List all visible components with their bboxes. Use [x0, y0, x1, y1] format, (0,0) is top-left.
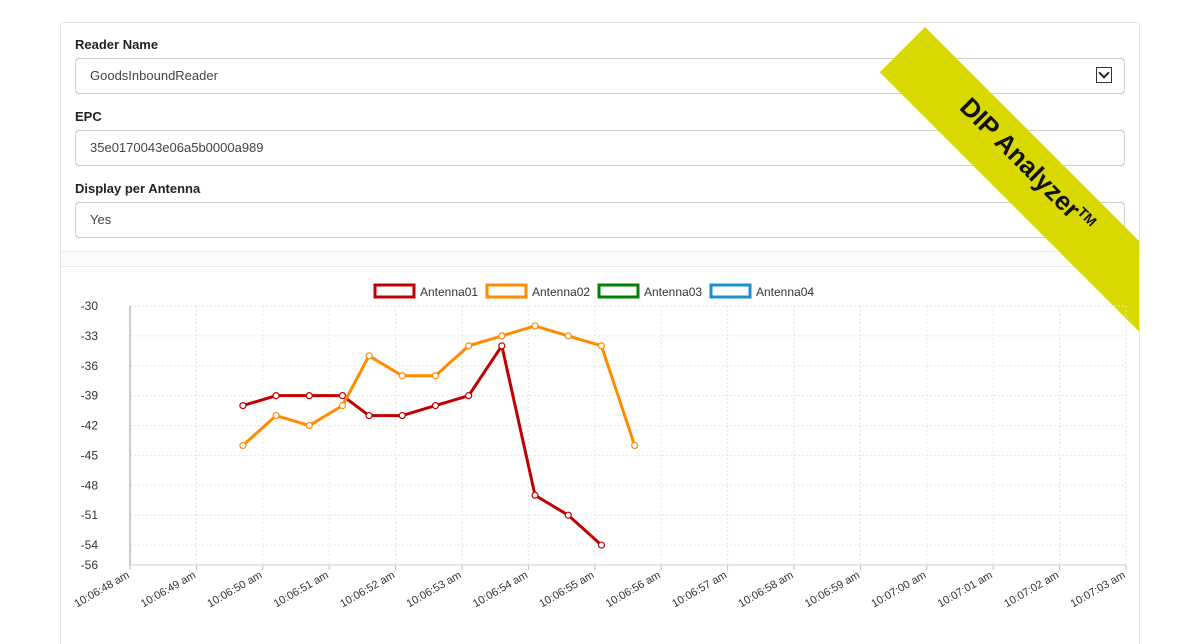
reader-form: Reader Name GoodsInboundReader EPC 35e01… — [61, 23, 1139, 251]
x-tick-label: 10:06:48 am — [73, 569, 132, 610]
data-point-antenna02[interactable] — [597, 342, 606, 350]
y-tick-label: -33 — [81, 329, 99, 343]
y-tick-label: -56 — [81, 558, 99, 572]
x-tick-label: 10:07:00 am — [869, 569, 928, 610]
data-point-antenna02[interactable] — [498, 332, 506, 340]
section-divider — [61, 251, 1139, 267]
y-tick-label: -42 — [81, 419, 99, 433]
reader-name-label: Reader Name — [75, 37, 159, 52]
legend-swatch-antenna03[interactable] — [597, 283, 640, 299]
legend-swatch-antenna04[interactable] — [709, 283, 752, 299]
legend-swatch-antenna02[interactable] — [485, 283, 528, 299]
data-point-antenna01[interactable] — [564, 511, 572, 519]
x-tick-label: 10:06:53 am — [405, 569, 464, 610]
x-tick-label: 10:06:54 am — [471, 569, 530, 610]
legend-label-antenna02[interactable]: Antenna02 — [532, 285, 590, 299]
y-tick-label: -54 — [81, 538, 99, 552]
display-per-antenna-label: Display per Antenna — [75, 181, 201, 196]
data-point-antenna01[interactable] — [597, 541, 606, 549]
data-point-antenna02[interactable] — [365, 352, 373, 360]
x-tick-label: 10:06:52 am — [338, 569, 397, 610]
y-tick-label: -30 — [81, 299, 99, 313]
epc-value: 35e0170043e06a5b0000a989 — [90, 140, 264, 155]
data-point-antenna01[interactable] — [398, 411, 406, 420]
dip-analyzer-panel: Reader Name GoodsInboundReader EPC 35e01… — [60, 22, 1140, 644]
x-tick-label: 10:07:03 am — [1069, 569, 1128, 610]
data-point-antenna01[interactable] — [239, 402, 247, 410]
chevron-down-icon[interactable] — [1096, 67, 1112, 83]
y-tick-label: -48 — [81, 478, 99, 492]
legend-label-antenna03[interactable]: Antenna03 — [644, 285, 702, 299]
x-tick-label: 10:07:02 am — [1002, 569, 1061, 610]
data-point-antenna01[interactable] — [431, 402, 440, 410]
y-tick-label: -45 — [81, 448, 99, 462]
data-point-antenna01[interactable] — [272, 392, 280, 400]
data-point-antenna01[interactable] — [305, 392, 313, 400]
x-tick-label: 10:06:58 am — [737, 569, 796, 610]
data-point-antenna01[interactable] — [465, 392, 473, 400]
data-point-antenna02[interactable] — [272, 411, 280, 420]
reader-name-value: GoodsInboundReader — [90, 68, 218, 83]
data-point-antenna02[interactable] — [239, 441, 247, 450]
x-tick-label: 10:06:55 am — [537, 569, 596, 610]
epc-field[interactable]: 35e0170043e06a5b0000a989 — [75, 130, 1125, 166]
data-point-antenna02[interactable] — [465, 342, 473, 350]
data-point-antenna01[interactable] — [531, 491, 539, 499]
y-tick-label: -36 — [81, 359, 99, 373]
data-point-antenna01[interactable] — [365, 411, 373, 420]
x-tick-label: 10:06:49 am — [139, 569, 198, 610]
data-point-antenna02[interactable] — [305, 421, 313, 430]
display-per-antenna-select[interactable]: Yes — [75, 202, 1125, 238]
y-tick-label: -51 — [81, 508, 99, 522]
data-point-antenna02[interactable] — [631, 441, 639, 450]
legend-label-antenna04[interactable]: Antenna04 — [756, 285, 814, 299]
legend-swatch-antenna01[interactable] — [373, 283, 416, 299]
x-tick-label: 10:06:57 am — [670, 569, 729, 610]
series-line-antenna02 — [241, 324, 637, 447]
data-point-antenna01[interactable] — [338, 392, 347, 400]
data-point-antenna02[interactable] — [531, 322, 539, 330]
data-point-antenna02[interactable] — [564, 332, 572, 340]
epc-label: EPC — [75, 109, 102, 124]
data-point-antenna02[interactable] — [431, 372, 440, 380]
series-line-antenna01 — [242, 344, 603, 547]
data-point-antenna01[interactable] — [498, 342, 506, 350]
data-point-antenna02[interactable] — [398, 372, 406, 380]
x-tick-label: 10:06:50 am — [205, 569, 264, 610]
x-tick-label: 10:07:01 am — [936, 569, 995, 610]
data-point-antenna02[interactable] — [338, 402, 347, 410]
legend-label-antenna01[interactable]: Antenna01 — [420, 285, 478, 299]
x-tick-label: 10:06:56 am — [604, 569, 663, 610]
y-tick-label: -39 — [81, 389, 99, 403]
x-tick-label: 10:06:51 am — [272, 569, 331, 610]
display-per-antenna-value: Yes — [90, 212, 112, 227]
x-tick-label: 10:06:59 am — [803, 569, 862, 610]
